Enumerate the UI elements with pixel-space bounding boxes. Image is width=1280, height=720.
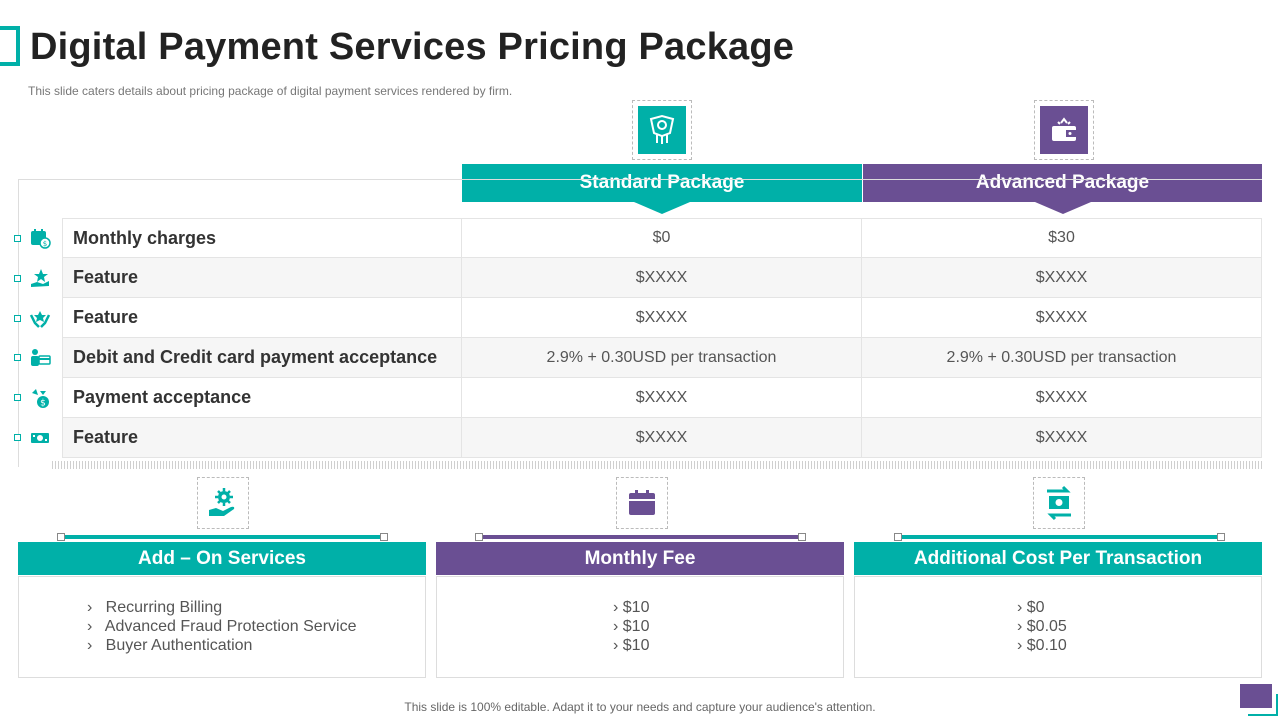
card-bar-add-on [57, 533, 388, 541]
table-row: Payment acceptance $XXXX $XXXX [62, 378, 1262, 418]
title-bracket-decoration [0, 26, 20, 66]
table-row: Feature $XXXX $XXXX [62, 298, 1262, 338]
page-title: Digital Payment Services Pricing Package [30, 26, 795, 68]
row-bullet [14, 434, 21, 441]
row-bullet [14, 235, 21, 242]
row-label: Monthly charges [62, 219, 462, 257]
list-item: › $0.05 [1017, 618, 1067, 635]
calendar-dollar-icon: $ [28, 226, 52, 250]
row-label: Feature [62, 258, 462, 297]
money-hand-icon [638, 106, 686, 154]
row-bullet [14, 394, 21, 401]
list-item: › $10 [613, 599, 650, 616]
row-label: Feature [62, 418, 462, 457]
advanced-value: $XXXX [862, 258, 1262, 297]
row-bullet [14, 315, 21, 322]
page-subtitle: This slide caters details about pricing … [28, 84, 513, 98]
row-label: Debit and Credit card payment acceptance [62, 338, 462, 377]
list-item: › $0 [1017, 599, 1045, 616]
table-row: Feature $XXXX $XXXX [62, 418, 1262, 458]
row-bullet [14, 275, 21, 282]
additional-cost-list: › $0 › $0.05 › $0.10 [1017, 598, 1067, 655]
cash-icon [28, 426, 52, 450]
hands-star-icon [28, 306, 52, 330]
monthly-fee-list: › $10 › $10 › $10 [613, 598, 649, 655]
table-frame [18, 179, 1262, 467]
advanced-value: 2.9% + 0.30USD per transaction [862, 338, 1262, 377]
add-on-services-header: Add – On Services [18, 542, 426, 575]
svg-text:$: $ [40, 399, 46, 409]
hand-star-icon [28, 266, 52, 290]
corner-decoration-purple [1240, 684, 1272, 708]
advanced-package-pointer [1035, 202, 1091, 214]
advanced-value: $XXXX [862, 418, 1262, 457]
advanced-package-icon-frame [1034, 100, 1094, 160]
pricing-table: Monthly charges $0 $30 Feature $XXXX $XX… [62, 218, 1262, 458]
list-item: › Advanced Fraud Protection Service [87, 618, 357, 635]
add-on-services-card: › Recurring Billing › Advanced Fraud Pro… [18, 576, 426, 678]
table-bottom-hatch [52, 461, 1262, 469]
standard-value: 2.9% + 0.30USD per transaction [462, 338, 862, 377]
additional-cost-card: › $0 › $0.05 › $0.10 [854, 576, 1262, 678]
footer-note: This slide is 100% editable. Adapt it to… [404, 700, 876, 714]
additional-cost-icon-frame [1033, 477, 1085, 529]
standard-value: $XXXX [462, 418, 862, 457]
standard-package-icon-frame [632, 100, 692, 160]
money-bag-icon: $ [28, 386, 52, 410]
advanced-value: $XXXX [862, 378, 1262, 417]
list-item: › Buyer Authentication [87, 637, 253, 654]
standard-value: $XXXX [462, 378, 862, 417]
advanced-package-header: Advanced Package [863, 164, 1262, 202]
table-row: Debit and Credit card payment acceptance… [62, 338, 1262, 378]
monthly-fee-header: Monthly Fee [436, 542, 844, 575]
svg-text:$: $ [43, 240, 47, 248]
row-label: Feature [62, 298, 462, 337]
advanced-value: $30 [862, 219, 1262, 257]
cash-exchange-icon [1047, 485, 1071, 521]
gear-hand-icon [209, 488, 235, 516]
row-bullet [14, 354, 21, 361]
table-row: Feature $XXXX $XXXX [62, 258, 1262, 298]
card-bar-monthly-fee [475, 533, 806, 541]
list-item: › $10 [613, 637, 650, 654]
card-bar-additional-cost [894, 533, 1225, 541]
standard-value: $0 [462, 219, 862, 257]
standard-value: $XXXX [462, 258, 862, 297]
add-on-services-list: › Recurring Billing › Advanced Fraud Pro… [87, 598, 356, 655]
wallet-icon [1040, 106, 1088, 154]
standard-value: $XXXX [462, 298, 862, 337]
card-person-icon [28, 346, 52, 370]
monthly-fee-card: › $10 › $10 › $10 [436, 576, 844, 678]
add-on-services-icon-frame [197, 477, 249, 529]
list-item: › Recurring Billing [87, 599, 223, 616]
list-item: › $0.10 [1017, 637, 1067, 654]
standard-package-pointer [634, 202, 690, 214]
standard-package-header: Standard Package [462, 164, 862, 202]
additional-cost-header: Additional Cost Per Transaction [854, 542, 1262, 575]
monthly-fee-icon-frame [616, 477, 668, 529]
list-item: › $10 [613, 618, 650, 635]
calendar-icon [629, 490, 655, 515]
corner-decoration-teal [1248, 694, 1278, 716]
advanced-value: $XXXX [862, 298, 1262, 337]
table-row: Monthly charges $0 $30 [62, 218, 1262, 258]
row-label: Payment acceptance [62, 378, 462, 417]
